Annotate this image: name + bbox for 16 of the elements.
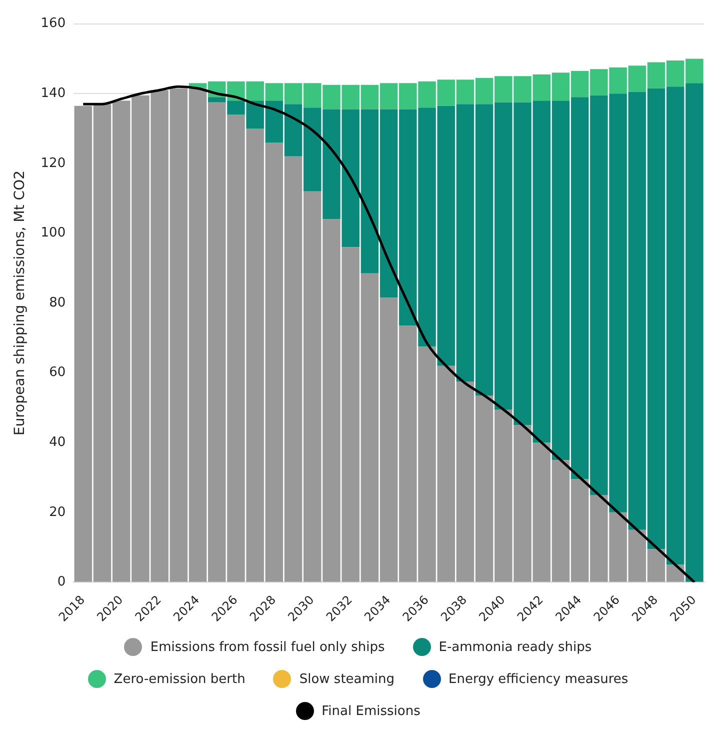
legend-label: Energy efficiency measures <box>448 672 628 686</box>
y-tick-label: 40 <box>49 434 66 450</box>
y-tick-label: 120 <box>40 156 66 171</box>
legend-label: E-ammonia ready ships <box>438 640 592 654</box>
y-tick-label: 0 <box>57 574 66 590</box>
y-axis-title: European shipping emissions, Mt CO2 <box>12 170 28 436</box>
legend-label: Slow steaming <box>299 672 395 686</box>
y-tick-label: 140 <box>40 86 66 101</box>
y-tick-label: 160 <box>40 16 66 32</box>
legend-label: Emissions from fossil fuel only ships <box>150 640 385 654</box>
y-tick-label: 60 <box>49 365 66 380</box>
y-tick-label: 100 <box>40 226 66 241</box>
legend-label: Zero-emission berth <box>114 672 246 686</box>
legend-label: Final Emissions <box>322 704 420 718</box>
y-tick-label: 80 <box>49 295 66 310</box>
y-tick-label: 20 <box>49 504 66 520</box>
